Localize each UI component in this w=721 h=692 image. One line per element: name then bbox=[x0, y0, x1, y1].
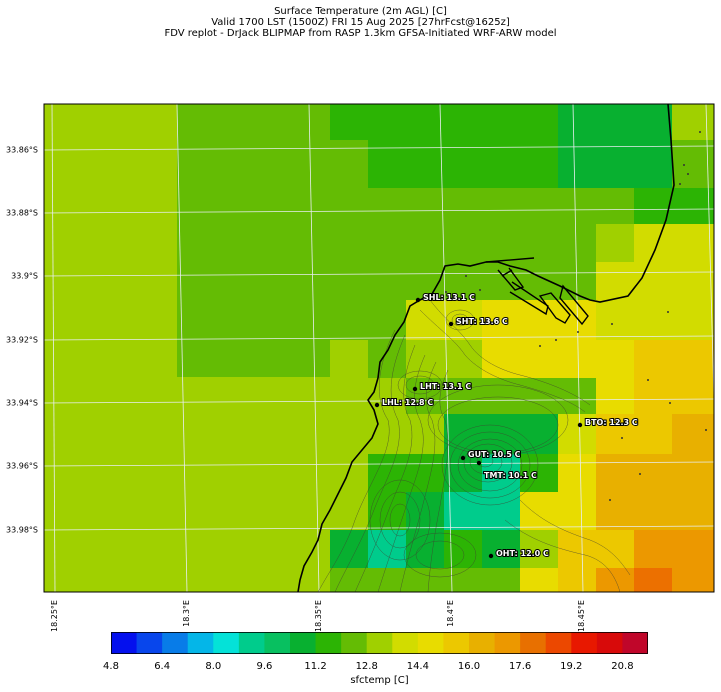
colorbar-tick-label: 12.8 bbox=[355, 661, 378, 672]
station-label-gut: GUT: 10.5 C bbox=[468, 450, 521, 459]
station-label-shl: SHL: 13.1 C bbox=[423, 293, 475, 302]
colorbar-tick-label: 9.6 bbox=[256, 661, 273, 672]
station-markers: SHL: 13.1 C SHT: 13.6 C LHT: 13.1 C LHL:… bbox=[374, 292, 639, 559]
map-plot-area: SHL: 13.1 C SHT: 13.6 C LHT: 13.1 C LHL:… bbox=[44, 104, 714, 592]
lat-label: 33.88°S bbox=[6, 208, 38, 218]
station-label-lhl: LHL: 12.8 C bbox=[382, 398, 433, 407]
station-tmt: TMT: 10.1 C bbox=[476, 460, 538, 481]
lat-label: 33.92°S bbox=[6, 335, 38, 345]
colorbar-tick-label: 19.2 bbox=[560, 661, 583, 672]
colorbar-swatch bbox=[315, 632, 342, 654]
station-lhl: LHL: 12.8 C bbox=[374, 397, 434, 408]
title-line-1: Surface Temperature (2m AGL) [C] bbox=[274, 6, 447, 17]
colorbar-tick-label: 16.0 bbox=[457, 661, 481, 672]
colorbar-border bbox=[111, 632, 648, 654]
station-label-tmt: TMT: 10.1 C bbox=[484, 471, 537, 480]
station-label-sht: SHT: 13.6 C bbox=[456, 317, 508, 326]
lon-label: 18.4°E bbox=[446, 600, 455, 627]
colorbar-swatch bbox=[443, 632, 470, 654]
colorbar-swatch bbox=[366, 632, 393, 654]
colorbar-swatch bbox=[392, 632, 419, 654]
colorbar-swatch bbox=[622, 632, 648, 654]
lat-label: 33.86°S bbox=[6, 145, 38, 155]
lon-label: 18.25°E bbox=[50, 600, 59, 632]
map-frame bbox=[43, 103, 715, 593]
colorbar-swatch bbox=[469, 632, 496, 654]
colorbar-swatch bbox=[264, 632, 291, 654]
colorbar-tick-label: 6.4 bbox=[154, 661, 171, 672]
station-label-lht: LHT: 13.1 C bbox=[420, 382, 471, 391]
colorbar-swatch bbox=[162, 632, 189, 654]
colorbar-swatch bbox=[571, 632, 598, 654]
colorbar-label: sfctemp [C] bbox=[350, 675, 409, 686]
colorbar-tick-label: 20.8 bbox=[611, 661, 634, 672]
colorbar-tick-label: 4.8 bbox=[103, 661, 119, 672]
colorbar-swatch bbox=[341, 632, 368, 654]
lon-label: 18.45°E bbox=[577, 600, 586, 632]
colorbar-tick-label: 8.0 bbox=[205, 661, 222, 672]
lon-label: 18.3°E bbox=[182, 600, 191, 627]
lat-label: 33.96°S bbox=[6, 461, 38, 471]
colorbar-swatch bbox=[213, 632, 240, 654]
station-sht: SHT: 13.6 C bbox=[448, 316, 509, 327]
station-gut: GUT: 10.5 C bbox=[460, 449, 522, 461]
station-oht: OHT: 12.0 C bbox=[488, 548, 550, 559]
colorbar-swatch bbox=[520, 632, 547, 654]
title-line-3: FDV replot - DrJack BLIPMAP from RASP 1.… bbox=[164, 28, 557, 39]
coastline bbox=[297, 104, 675, 592]
station-label-oht: OHT: 12.0 C bbox=[496, 549, 549, 558]
colorbar-tick-label: 14.4 bbox=[406, 661, 429, 672]
station-bto: BTO: 12.3 C bbox=[577, 417, 639, 428]
colorbar-swatch bbox=[187, 632, 214, 654]
harbour-breakwaters bbox=[485, 257, 589, 326]
station-lht: LHT: 13.1 C bbox=[412, 381, 472, 392]
lat-label: 33.94°S bbox=[6, 398, 38, 408]
lat-label: 33.98°S bbox=[6, 525, 38, 535]
colorbar-swatch bbox=[111, 632, 138, 654]
colorbar-swatch bbox=[290, 632, 317, 654]
colorbar-tick-label: 17.6 bbox=[509, 661, 532, 672]
station-label-bto: BTO: 12.3 C bbox=[585, 418, 638, 427]
title-line-2: Valid 1700 LST (1500Z) FRI 15 Aug 2025 [… bbox=[211, 17, 510, 28]
lat-label: 33.9°S bbox=[11, 271, 38, 281]
colorbar-swatch bbox=[238, 632, 265, 654]
colorbar-tick-label: 11.2 bbox=[304, 661, 327, 672]
colorbar-swatch bbox=[596, 632, 623, 654]
terrain-specks bbox=[445, 131, 707, 501]
colorbar-swatch bbox=[545, 632, 572, 654]
colorbar bbox=[111, 632, 648, 654]
station-shl: SHL: 13.1 C bbox=[415, 292, 476, 303]
graticule bbox=[44, 104, 714, 592]
lon-label: 18.35°E bbox=[314, 600, 323, 632]
colorbar-swatch bbox=[136, 632, 163, 654]
colorbar-swatch bbox=[417, 632, 444, 654]
colorbar-swatch bbox=[494, 632, 521, 654]
